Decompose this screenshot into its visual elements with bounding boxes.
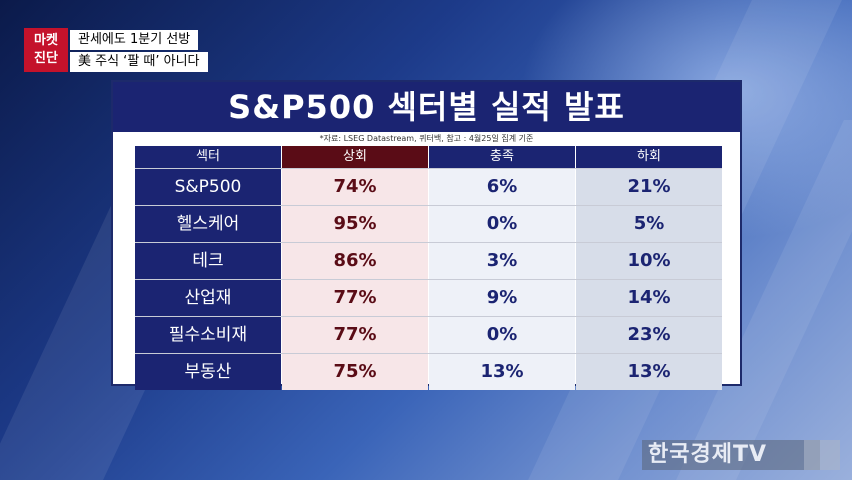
miss-value: 10% (576, 243, 722, 279)
table-row: S&P500 74% 6% 21% (135, 168, 722, 205)
table-row: 헬스케어 95% 0% 5% (135, 205, 722, 242)
meet-value: 3% (429, 243, 575, 279)
badge-line1: 마켓 (34, 33, 58, 48)
miss-value: 13% (576, 354, 722, 390)
segment-badge: 마켓 진단 (24, 28, 68, 72)
beat-value: 74% (282, 169, 428, 205)
header-sector: 섹터 (135, 146, 281, 168)
header-meet: 충족 (429, 146, 575, 168)
meet-value: 13% (429, 354, 575, 390)
sector-name: 산업재 (135, 280, 281, 316)
miss-value: 23% (576, 317, 722, 353)
meet-value: 9% (429, 280, 575, 316)
header-miss: 하회 (576, 146, 722, 168)
logo-mark-icon (804, 440, 840, 470)
table-row: 필수소비재 77% 0% 23% (135, 316, 722, 353)
badge-line2: 진단 (34, 51, 58, 66)
meet-value: 0% (429, 317, 575, 353)
results-panel: S&P500 섹터별 실적 발표 *자료: LSEG Datastream, 퀴… (111, 80, 742, 390)
sector-name: 테크 (135, 243, 281, 279)
table-row: 테크 86% 3% 10% (135, 242, 722, 279)
table-row: 산업재 77% 9% 14% (135, 279, 722, 316)
sector-table: 섹터 상회 충족 하회 S&P500 74% 6% 21% 헬스케어 95% 0… (135, 146, 722, 390)
sector-name: 헬스케어 (135, 206, 281, 242)
beat-value: 77% (282, 280, 428, 316)
sector-name: 필수소비재 (135, 317, 281, 353)
beat-value: 95% (282, 206, 428, 242)
miss-value: 14% (576, 280, 722, 316)
panel-title: S&P500 섹터별 실적 발표 (113, 82, 740, 132)
sector-name: S&P500 (135, 169, 281, 205)
beat-value: 75% (282, 354, 428, 390)
broadcaster-logo: 한국경제TV (642, 440, 820, 470)
miss-value: 21% (576, 169, 722, 205)
header-beat: 상회 (282, 146, 428, 168)
table-header-row: 섹터 상회 충족 하회 (135, 146, 722, 168)
source-note: *자료: LSEG Datastream, 퀴터백, 참고 : 4월25일 집계… (319, 134, 534, 143)
beat-value: 77% (282, 317, 428, 353)
sector-name: 부동산 (135, 354, 281, 390)
miss-value: 5% (576, 206, 722, 242)
table-row: 부동산 75% 13% 13% (135, 353, 722, 390)
meet-value: 0% (429, 206, 575, 242)
headline-top: 관세에도 1분기 선방 (70, 30, 199, 50)
headline-bottom: 美 주식 ‘팔 때’ 아니다 (70, 52, 208, 72)
meet-value: 6% (429, 169, 575, 205)
beat-value: 86% (282, 243, 428, 279)
